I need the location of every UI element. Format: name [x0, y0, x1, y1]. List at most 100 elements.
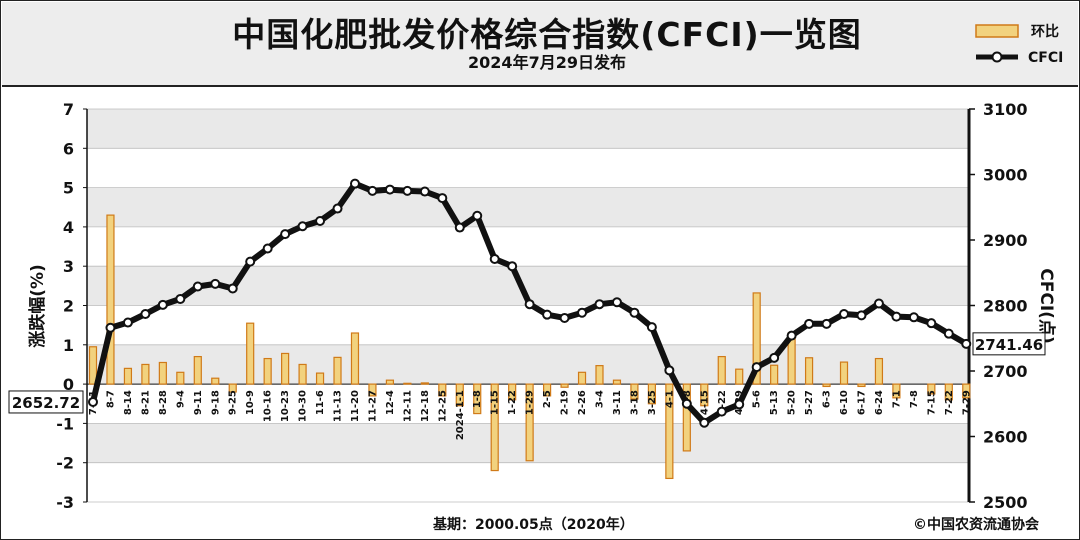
x-tick-label: 9-11 — [193, 390, 204, 415]
cfci-point — [891, 311, 902, 322]
left-axis-label: 涨跌幅(%) — [27, 264, 48, 348]
right-tick-label: 3000 — [983, 166, 1028, 185]
bar — [647, 383, 656, 405]
plot-area: -3 -2 -1 0 1 2 3 4 5 6 7 2500 2600 2700 2800 2900 3000 31… — [8, 100, 1057, 512]
bar — [542, 383, 552, 397]
x-tick-label: 9-25 — [228, 390, 239, 415]
cfci-point — [839, 309, 850, 320]
bar — [717, 355, 726, 385]
cfci-point — [402, 185, 413, 196]
x-tick-label: 12-11 — [402, 390, 413, 422]
x-tick-label: 10-16 — [263, 390, 274, 422]
start-value-label: 2652.72 — [12, 394, 80, 412]
cfci-point — [245, 256, 256, 267]
bar — [228, 383, 237, 393]
cfci-point — [210, 278, 221, 289]
x-tick-label: 5-27 — [804, 390, 815, 415]
bar — [438, 383, 447, 397]
legend-bar-label: 环比 — [1031, 23, 1059, 40]
left-tick-label: -2 — [56, 454, 74, 473]
x-tick-label: 4-1 — [664, 390, 675, 408]
cfci-point — [88, 396, 98, 407]
cfci-point — [542, 309, 553, 320]
x-tick-label: 11-27 — [367, 390, 378, 422]
cfci-point — [192, 281, 203, 292]
x-tick-label: 11-20 — [350, 390, 361, 422]
chart-header: 中国化肥批发价格综合指数(CFCI)一览图 2024年7月29日发布 — [2, 2, 1078, 87]
bar — [490, 383, 499, 472]
x-tick-label: 5-6 — [752, 390, 763, 408]
bar — [455, 383, 464, 407]
x-tick-label: 10-23 — [280, 390, 291, 422]
x-tick-label: 10-9 — [245, 390, 256, 415]
cfci-point — [681, 398, 692, 409]
cfci-point — [786, 330, 797, 341]
x-tick-label: 9-18 — [210, 390, 221, 415]
left-tick-label: 4 — [63, 218, 74, 237]
x-tick-label: 7-1 — [891, 390, 902, 408]
bar — [403, 382, 412, 385]
cfci-point — [856, 310, 867, 321]
right-tick-label: 2600 — [983, 428, 1028, 447]
bar — [892, 383, 901, 399]
bar — [577, 371, 587, 385]
x-tick-label: 12-4 — [385, 390, 396, 415]
bar — [193, 355, 202, 385]
end-value-label: 2741.46 — [975, 336, 1043, 354]
bar — [874, 357, 884, 385]
x-tick-label: 7-8 — [909, 390, 920, 408]
x-tick-label: 8-28 — [158, 390, 169, 415]
start-value-box — [8, 390, 84, 414]
left-tick-label: -3 — [56, 493, 74, 512]
cfci-point — [489, 253, 500, 264]
bar — [123, 367, 133, 385]
left-tick-label: 5 — [63, 179, 74, 198]
cfci-point — [297, 221, 308, 232]
grid-band — [87, 344, 969, 385]
x-tick-label: 1-15 — [490, 390, 501, 415]
bar — [158, 361, 167, 385]
x-tick-label: 6-24 — [874, 390, 885, 415]
cfci-point — [769, 352, 780, 363]
x-tick-label: 3-25 — [647, 390, 658, 415]
cfci-point — [315, 216, 326, 227]
right-tick-label: 3100 — [983, 100, 1028, 119]
legend: 环比 CFCI — [975, 23, 1063, 66]
cfci-point — [437, 193, 448, 204]
bar — [700, 383, 709, 407]
x-tick-label: 2-26 — [577, 390, 588, 415]
cfci-point — [926, 318, 937, 329]
cfci-point — [280, 229, 291, 240]
cfci-point — [227, 283, 238, 294]
x-tick-label: 6-3 — [822, 390, 833, 408]
cfci-point — [262, 243, 273, 254]
cfci-point — [559, 312, 570, 323]
x-tick-label: 8-14 — [123, 390, 134, 415]
cfci-point — [472, 210, 483, 221]
bar — [560, 383, 569, 388]
cfci-point — [821, 318, 832, 329]
right-tick-label: 2800 — [983, 297, 1028, 316]
bar — [315, 372, 325, 385]
cfci-point — [332, 203, 343, 214]
cfci-point — [507, 261, 518, 272]
bar — [770, 364, 779, 385]
bar — [962, 383, 971, 399]
left-tick-label: 2 — [63, 297, 74, 316]
bar — [298, 363, 307, 385]
x-tick-label: 3-4 — [594, 390, 605, 408]
cfci-point — [664, 365, 675, 376]
x-tick-label: 4-15 — [699, 390, 710, 415]
grid-band — [87, 187, 969, 227]
x-tick-label: 7-15 — [926, 390, 937, 415]
x-tick-label: 4-22 — [717, 390, 728, 415]
bar — [176, 371, 185, 385]
bar — [246, 322, 255, 385]
bar — [682, 383, 691, 452]
cfci-point — [367, 185, 378, 196]
bar — [211, 377, 220, 385]
cfci-point — [611, 297, 622, 308]
cfci-point — [873, 298, 884, 309]
